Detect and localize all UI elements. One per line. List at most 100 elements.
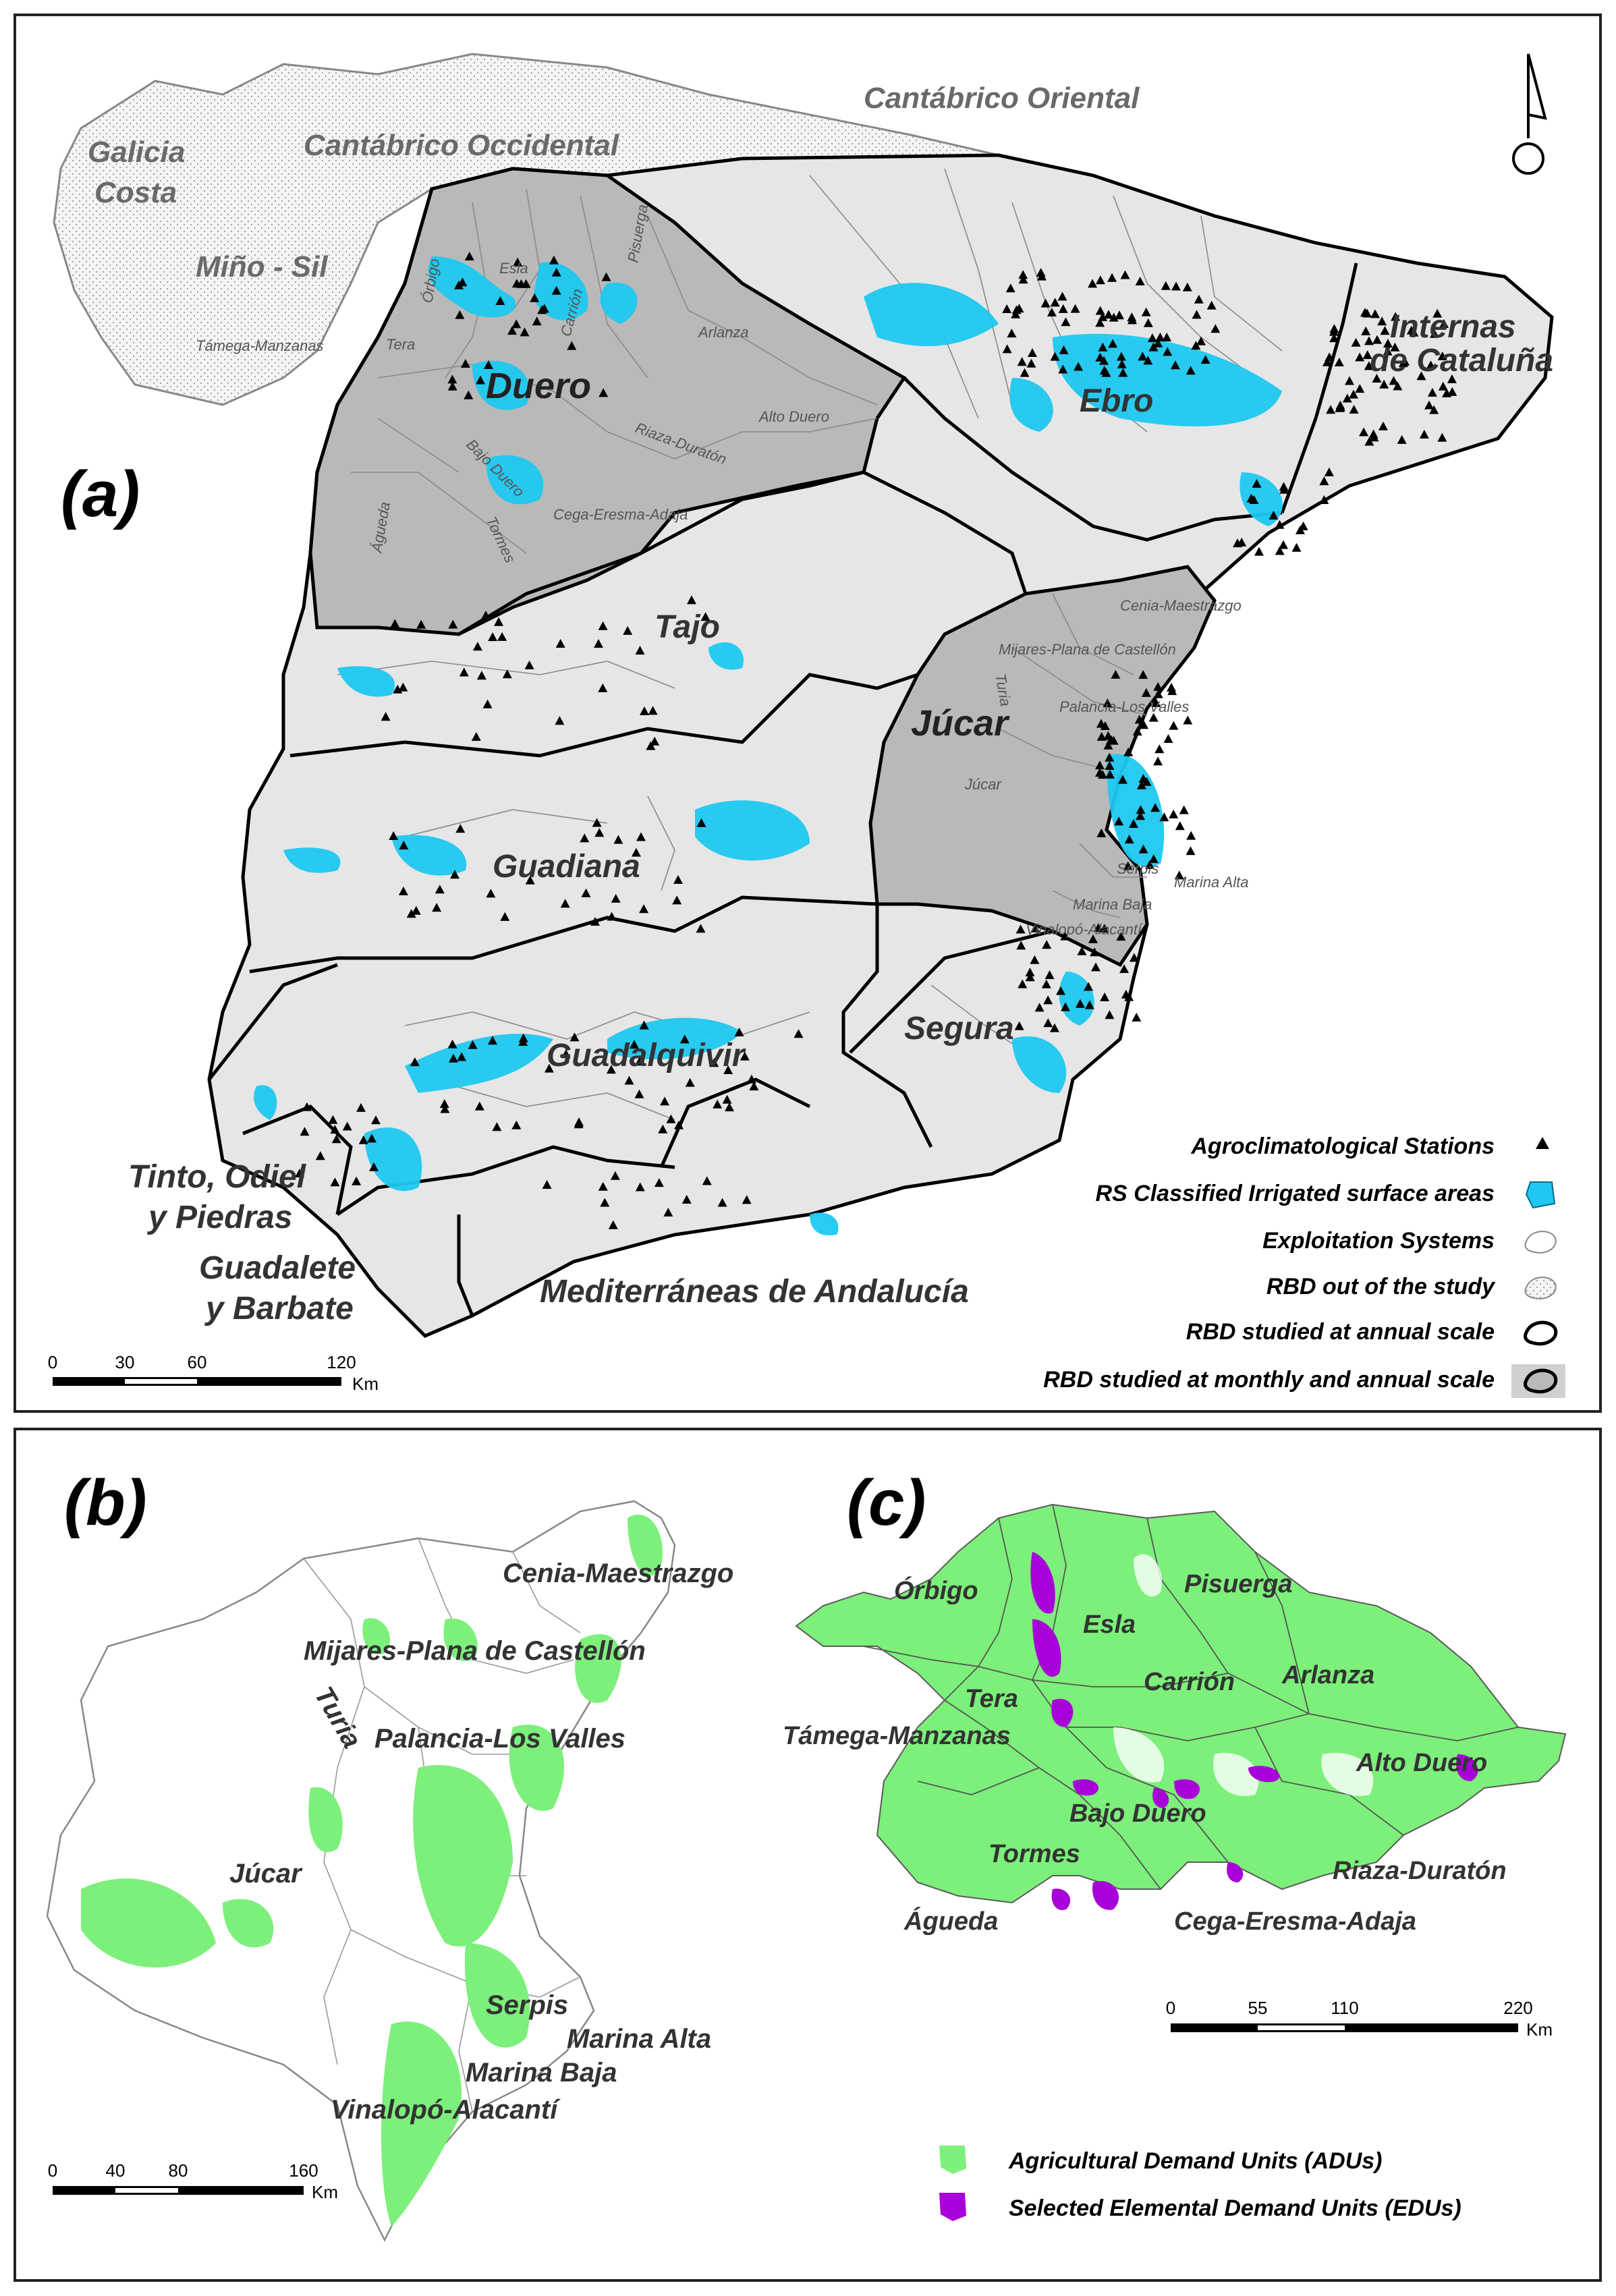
- station-marker: [511, 1120, 522, 1129]
- station-marker: [1409, 327, 1419, 337]
- label-ebro: Ebro: [1080, 383, 1153, 419]
- station-marker: [1105, 735, 1115, 745]
- station-marker: [476, 671, 486, 680]
- station-marker: [1138, 774, 1148, 783]
- station-marker: [1061, 317, 1071, 327]
- station-marker: [1372, 335, 1382, 344]
- station-marker: [646, 741, 656, 750]
- station-marker: [1335, 400, 1345, 410]
- station-marker: [634, 1057, 644, 1066]
- station-marker: [371, 1115, 381, 1125]
- station-marker: [1093, 923, 1103, 932]
- svg-text:0: 0: [1166, 1998, 1175, 2018]
- station-marker: [1269, 511, 1279, 520]
- c-label-tamega: Támega-Manzanas: [783, 1722, 1011, 1750]
- station-marker: [658, 1124, 668, 1133]
- label-palancia: Palancia-Los Valles: [1059, 698, 1189, 715]
- station-marker: [749, 1082, 759, 1091]
- panel-b-tag: (b): [64, 1467, 147, 1539]
- station-marker: [492, 1122, 502, 1131]
- station-marker: [1329, 333, 1339, 343]
- label-marina-alta: Marina Alta: [1174, 874, 1248, 891]
- station-marker: [1237, 537, 1247, 547]
- north-arrow-icon: [1512, 53, 1547, 175]
- station-marker: [486, 889, 496, 898]
- panel-b-adus: [81, 1514, 663, 2227]
- panel-c-labels: Órbigo Esla Pisuerga Carrión Arlanza Ter…: [783, 1570, 1507, 1936]
- station-marker: [1132, 1013, 1142, 1021]
- station-marker: [1070, 304, 1080, 313]
- station-marker: [1100, 721, 1110, 730]
- station-marker: [1043, 1018, 1053, 1028]
- c-label-orbigo: Órbigo: [894, 1575, 978, 1605]
- panel-b-labels: Cenia-Maestrazgo Mijares-Plana de Castel…: [229, 1559, 733, 2125]
- station-marker: [1137, 780, 1146, 789]
- station-marker: [410, 1057, 420, 1067]
- station-marker: [1103, 740, 1113, 750]
- station-marker: [650, 736, 660, 746]
- svg-text:30: 30: [115, 1352, 135, 1372]
- station-marker: [1155, 332, 1165, 341]
- station-marker: [663, 1208, 673, 1216]
- station-marker: [1179, 805, 1189, 814]
- station-marker: [1362, 350, 1372, 360]
- c-label-esla: Esla: [1083, 1611, 1136, 1639]
- station-marker: [1383, 346, 1393, 356]
- station-marker: [1025, 972, 1035, 982]
- station-marker: [476, 375, 485, 385]
- station-marker: [1044, 970, 1055, 980]
- station-marker: [560, 899, 570, 908]
- label-galicia: Galicia: [88, 136, 185, 169]
- station-marker: [507, 326, 517, 335]
- station-marker: [520, 327, 530, 337]
- c-label-agueda: Águeda: [903, 1906, 998, 1936]
- station-marker: [1118, 368, 1128, 377]
- station-marker: [1059, 345, 1069, 354]
- panel-c-white-gaps: [1113, 1554, 1374, 1796]
- station-marker: [1020, 368, 1030, 377]
- station-marker: [1088, 934, 1098, 943]
- station-marker: [1099, 356, 1109, 365]
- svg-text:160: 160: [289, 2160, 318, 2181]
- station-marker: [1061, 1002, 1070, 1011]
- station-marker: [472, 642, 482, 651]
- station-marker: [1143, 318, 1153, 327]
- station-marker: [464, 252, 474, 260]
- station-marker: [1138, 352, 1148, 361]
- b-label-serpis: Serpis: [486, 1990, 568, 2020]
- station-marker: [1174, 870, 1184, 880]
- station-marker: [1196, 336, 1206, 345]
- station-marker: [569, 1032, 580, 1042]
- svg-text:Km: Km: [1526, 2019, 1553, 2040]
- station-marker: [1416, 371, 1426, 381]
- station-marker: [435, 885, 445, 894]
- station-marker: [1105, 1010, 1115, 1019]
- station-marker: [594, 828, 605, 837]
- station-marker: [793, 1029, 804, 1038]
- station-marker: [1391, 312, 1401, 321]
- station-marker: [1123, 861, 1133, 870]
- station-marker: [1124, 835, 1134, 844]
- station-marker: [1018, 270, 1028, 279]
- station-marker: [1364, 361, 1374, 370]
- station-marker: [1275, 546, 1285, 555]
- station-marker: [524, 661, 534, 669]
- station-marker: [331, 1134, 341, 1144]
- station-marker: [1099, 924, 1109, 933]
- scale-bar-c: 0 55 110 220 Km: [1166, 1998, 1553, 2040]
- station-marker: [1334, 358, 1344, 366]
- station-marker: [1104, 310, 1113, 319]
- station-marker: [300, 1127, 310, 1136]
- legend-systems-icon: [1524, 1231, 1557, 1254]
- station-marker: [1144, 860, 1154, 869]
- station-marker: [1175, 821, 1185, 831]
- station-marker: [1058, 364, 1068, 374]
- station-marker: [1148, 712, 1159, 722]
- station-marker: [1119, 964, 1130, 974]
- station-marker: [1186, 831, 1196, 840]
- b-label-palancia: Palancia-Los Valles: [374, 1724, 625, 1754]
- station-marker: [1419, 429, 1429, 439]
- station-marker: [399, 841, 409, 849]
- station-marker: [1364, 437, 1374, 446]
- label-guadalete-1: Guadalete: [199, 1250, 356, 1286]
